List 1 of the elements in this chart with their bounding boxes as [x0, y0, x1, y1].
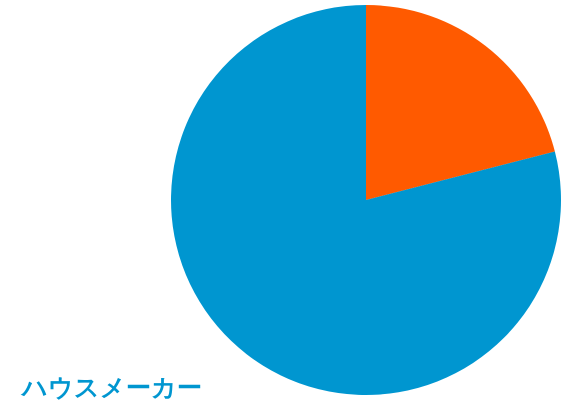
slice-label: ハウスメーカー: [20, 373, 202, 401]
